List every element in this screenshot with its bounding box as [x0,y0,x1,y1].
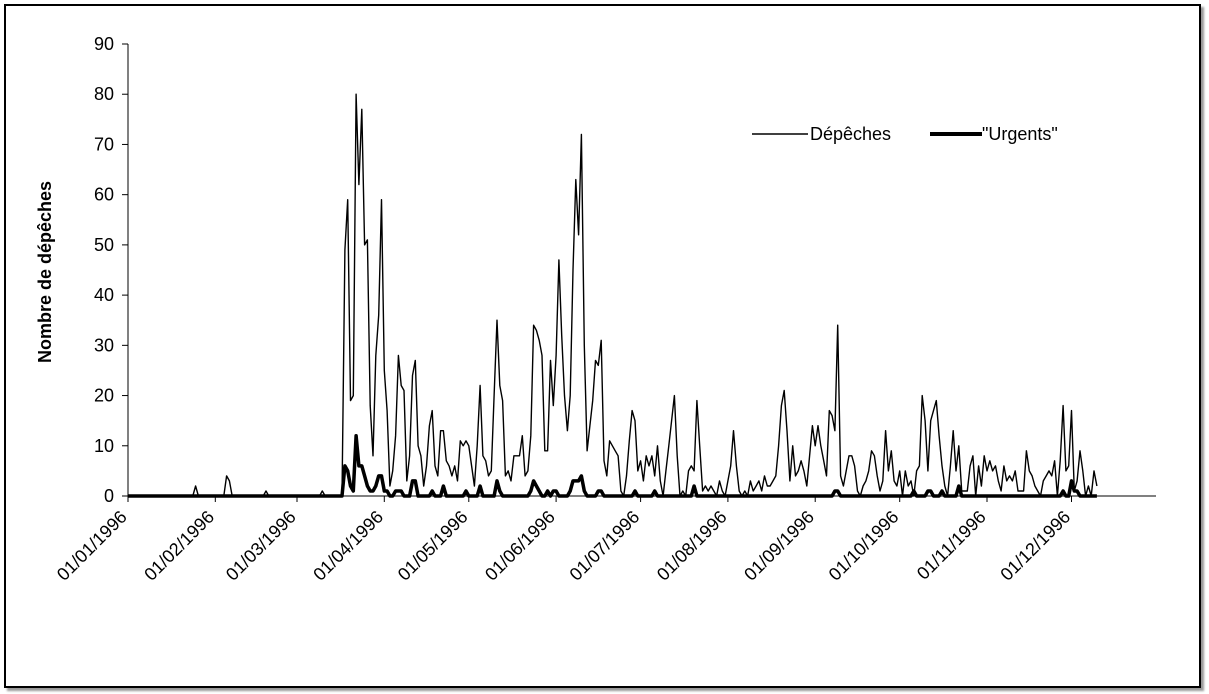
x-tick-label: 01/02/1996 [140,507,218,585]
y-tick-label: 80 [94,84,114,104]
y-tick-label: 20 [94,386,114,406]
y-tick-label: 0 [104,486,114,506]
x-tick-label: 01/12/1996 [996,507,1074,585]
y-tick-label: 10 [94,436,114,456]
y-tick-label: 40 [94,285,114,305]
y-tick-label: 30 [94,335,114,355]
x-tick-label: 01/03/1996 [222,507,300,585]
x-tick-label: 01/01/1996 [53,507,131,585]
y-axis: 0 10 20 30 40 50 60 70 80 90 [94,34,129,506]
y-tick-label: 90 [94,34,114,54]
series-layer [128,93,1098,498]
series-line-depeches [128,93,1098,497]
legend-label-depeches: Dépêches [810,124,891,144]
x-tick-label: 01/09/1996 [740,507,818,585]
y-tick-label: 50 [94,235,114,255]
x-tick-label: 01/07/1996 [566,507,644,585]
y-tick-label: 60 [94,185,114,205]
x-axis: 01/01/1996 01/02/1996 01/03/1996 01/04/1996… [53,495,1156,585]
legend: Dépêches "Urgents" [752,124,1058,144]
legend-label-urgents: "Urgents" [982,124,1058,144]
x-tick-label: 01/05/1996 [394,507,472,585]
x-tick-label: 01/08/1996 [653,507,731,585]
y-axis-title: Nombre de dépêches [35,181,55,363]
x-tick-label: 01/04/1996 [309,507,387,585]
y-tick-label: 70 [94,134,114,154]
x-tick-label: 01/06/1996 [481,507,559,585]
chart-frame [4,4,1201,688]
x-tick-label: 01/11/1996 [913,507,990,584]
series-line-urgents [128,433,1097,498]
x-tick-label: 01/10/1996 [825,507,903,585]
